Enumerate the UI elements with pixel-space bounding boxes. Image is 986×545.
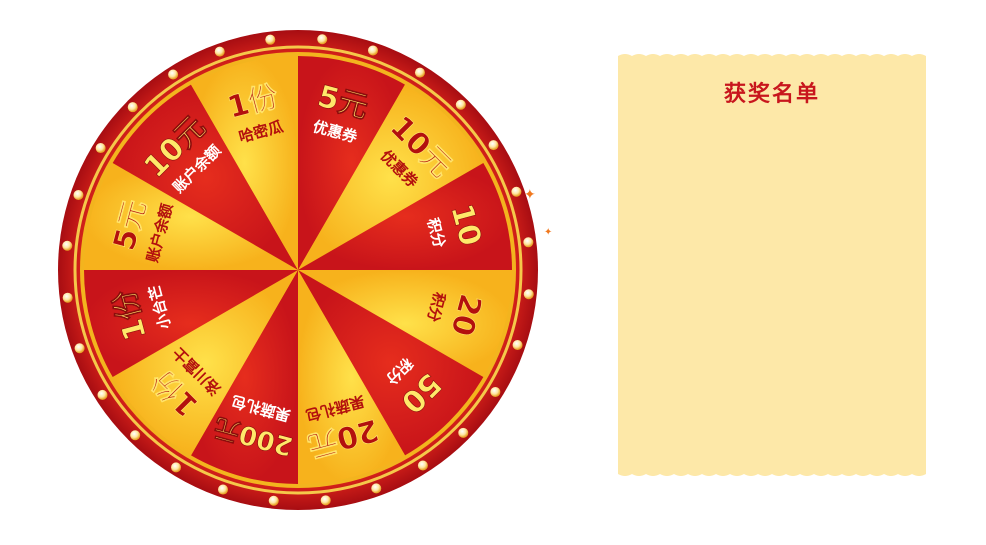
wheel-segment — [84, 270, 298, 377]
winner-panel-background — [618, 54, 926, 476]
wheel-segment — [298, 163, 512, 270]
wheel-segment — [112, 270, 298, 456]
rim-bulb-icon — [218, 484, 229, 495]
rim-bulb-icon — [512, 339, 523, 350]
wheel-segment — [298, 270, 484, 456]
rim-bulb-icon — [371, 483, 382, 494]
rim-bulb-icon — [168, 69, 179, 80]
rim-bulb-icon — [488, 140, 499, 151]
rim-bulb-icon — [317, 34, 328, 45]
rim-bulb-icon — [414, 67, 425, 78]
wheel-segment — [191, 270, 298, 484]
rim-bulb-icon — [367, 45, 378, 56]
prize-amount: 20元 — [304, 411, 382, 463]
rim-bulb-icon — [458, 427, 469, 438]
rim-bulb-icon — [455, 99, 466, 110]
rim-bulb-icon — [127, 102, 138, 113]
rim-bulb-icon — [97, 389, 108, 400]
winner-list-panel: 获奖名单 — [618, 52, 926, 478]
wheel-segment — [298, 56, 405, 270]
rim-bulb-icon — [523, 237, 534, 248]
wheel-segments — [84, 56, 512, 484]
wheel-segment — [191, 56, 298, 270]
rim-bulb-icon — [511, 186, 522, 197]
wheel-segment — [298, 270, 405, 484]
wheel-segment — [298, 84, 484, 270]
rim-bulb-icon — [417, 460, 428, 471]
rim-bulb-icon — [73, 190, 84, 201]
prize-wheel[interactable]: 5元 优惠券 10元 优惠券 10 积分 20 积分 50 积分 20元 果蔬礼包 200元 果蔬礼包 1份… — [50, 26, 553, 526]
rim-bulb-icon — [62, 292, 73, 303]
winner-list-title: 获奖名单 — [723, 82, 820, 107]
star-decoration-icon: ✦ — [524, 187, 536, 203]
wheel-gold-ring — [73, 45, 523, 495]
wheel-segment — [112, 84, 298, 270]
rim-bulb-icon — [95, 143, 106, 154]
rim-bulb-icon — [74, 343, 85, 354]
rim-bulb-icon — [490, 386, 501, 397]
wheel-segment — [84, 163, 298, 270]
rim-bulb-icon — [214, 46, 225, 57]
wheel-bulbs — [62, 34, 534, 506]
rim-bulb-icon — [523, 289, 534, 300]
rim-bulb-icon — [62, 240, 73, 251]
rim-bulb-icon — [130, 430, 141, 441]
wheel-segment — [298, 270, 512, 377]
star-decoration-icon: ✦ — [544, 227, 553, 238]
rim-bulb-icon — [265, 34, 276, 45]
rim-bulb-icon — [320, 495, 331, 506]
winner-list[interactable] — [638, 122, 906, 452]
rim-bulb-icon — [268, 495, 279, 506]
rim-bulb-icon — [171, 462, 182, 473]
